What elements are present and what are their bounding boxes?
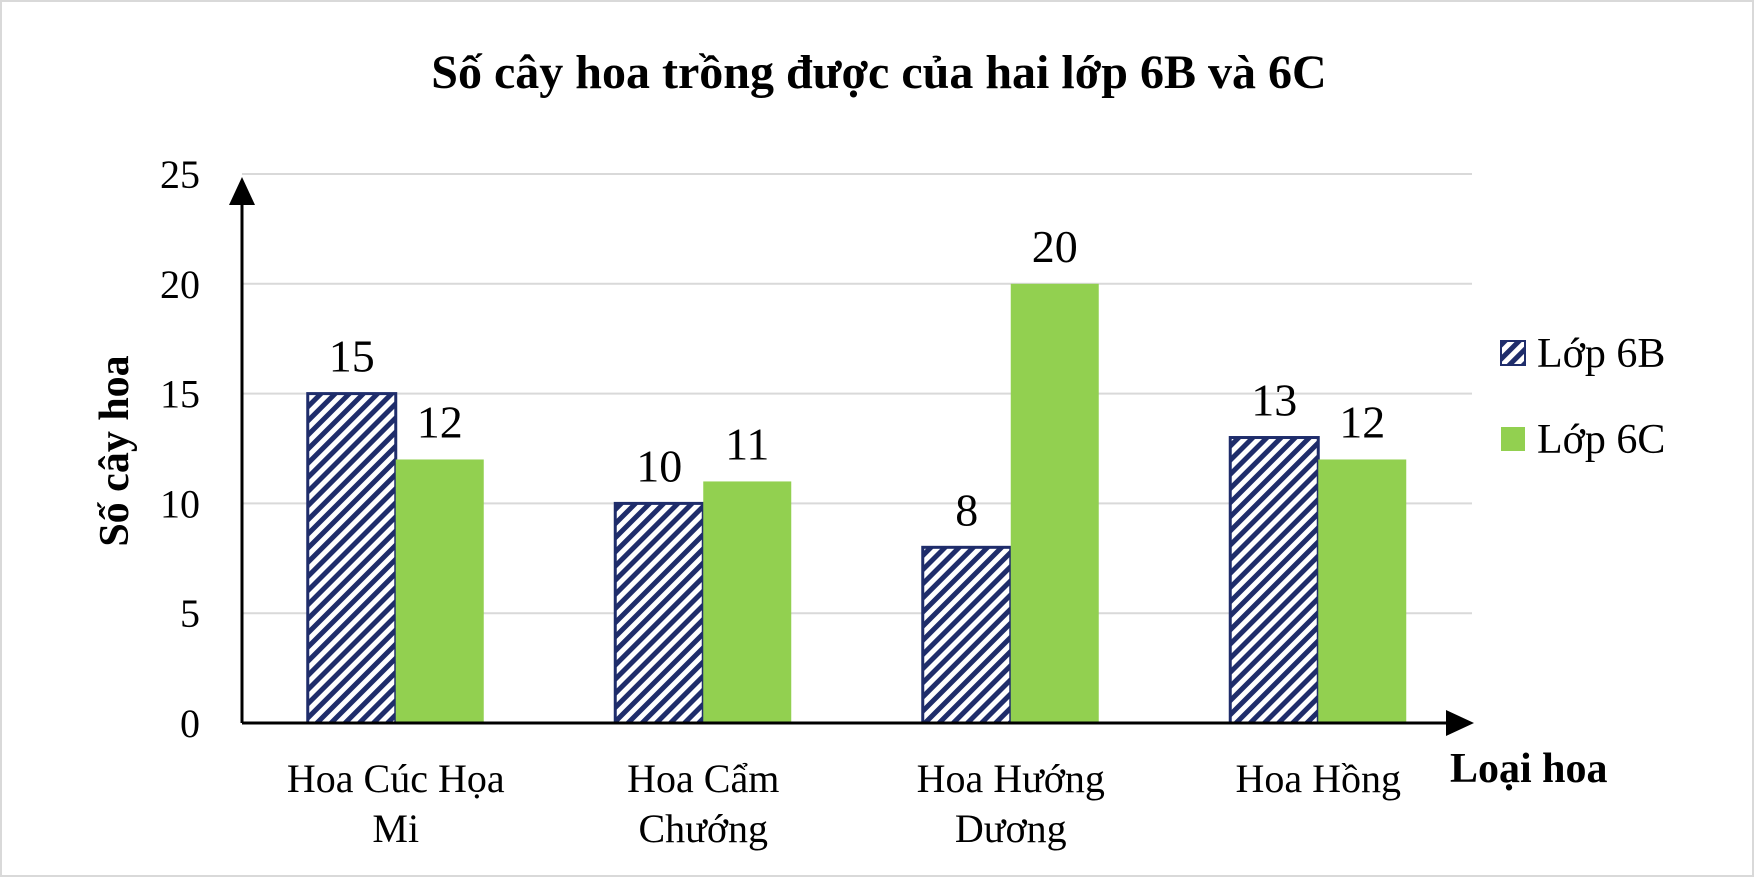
x-category-label: Hoa Hướng Dương <box>917 756 1105 851</box>
x-category-label: Hoa Cẩm Chướng <box>627 756 779 851</box>
data-label: 12 <box>1339 396 1385 447</box>
legend-swatch <box>1501 427 1525 451</box>
bars <box>306 283 1407 725</box>
bar-lớp-6b-2 <box>921 545 1013 725</box>
data-label: 13 <box>1251 375 1297 426</box>
bar-lớp-6b-3 <box>1228 436 1320 725</box>
data-label: 8 <box>955 484 978 535</box>
bar-lớp-6b-1 <box>613 501 705 725</box>
y-axis-arrow <box>229 177 255 205</box>
y-tick-labels: 0 5 10 15 20 25 <box>160 152 200 746</box>
legend-swatch <box>1500 340 1526 366</box>
bar-lớp-6c-3 <box>1318 459 1407 723</box>
legend-label: Lớp 6B <box>1537 331 1665 377</box>
axes <box>229 177 1474 736</box>
x-axis-arrow <box>1446 710 1474 736</box>
data-labels: 15 10 8 13 12 11 20 12 <box>329 221 1386 536</box>
data-label: 12 <box>417 396 463 447</box>
bar-lớp-6b-0 <box>306 392 398 725</box>
bar-lớp-6c-2 <box>1010 283 1099 723</box>
data-label: 11 <box>725 418 769 469</box>
legend: Lớp 6B Lớp 6C <box>1500 331 1665 463</box>
data-label: 20 <box>1032 221 1078 272</box>
y-tick-label: 10 <box>160 481 200 526</box>
data-label: 15 <box>329 331 375 382</box>
chart-title: Số cây hoa trồng được của hai lớp 6B và … <box>431 46 1326 99</box>
x-category-labels: Hoa Cúc Họa Mi Hoa Cẩm Chướng Hoa Hướng Dương… <box>287 756 1401 851</box>
y-tick-label: 25 <box>160 152 200 197</box>
x-category-label: Hoa Cúc Họa Mi <box>287 756 505 851</box>
y-axis-title: Số cây hoa <box>92 355 138 546</box>
bar-lớp-6c-1 <box>703 481 792 723</box>
y-tick-label: 0 <box>180 701 200 746</box>
bar-lớp-6c-0 <box>395 459 484 723</box>
y-tick-label: 20 <box>160 262 200 307</box>
y-tick-label: 15 <box>160 372 200 417</box>
data-label: 10 <box>636 440 682 491</box>
legend-label: Lớp 6C <box>1537 417 1665 463</box>
x-category-label: Hoa Hồng <box>1235 756 1401 801</box>
x-axis-title: Loại hoa <box>1450 746 1608 792</box>
y-tick-label: 5 <box>180 591 200 636</box>
